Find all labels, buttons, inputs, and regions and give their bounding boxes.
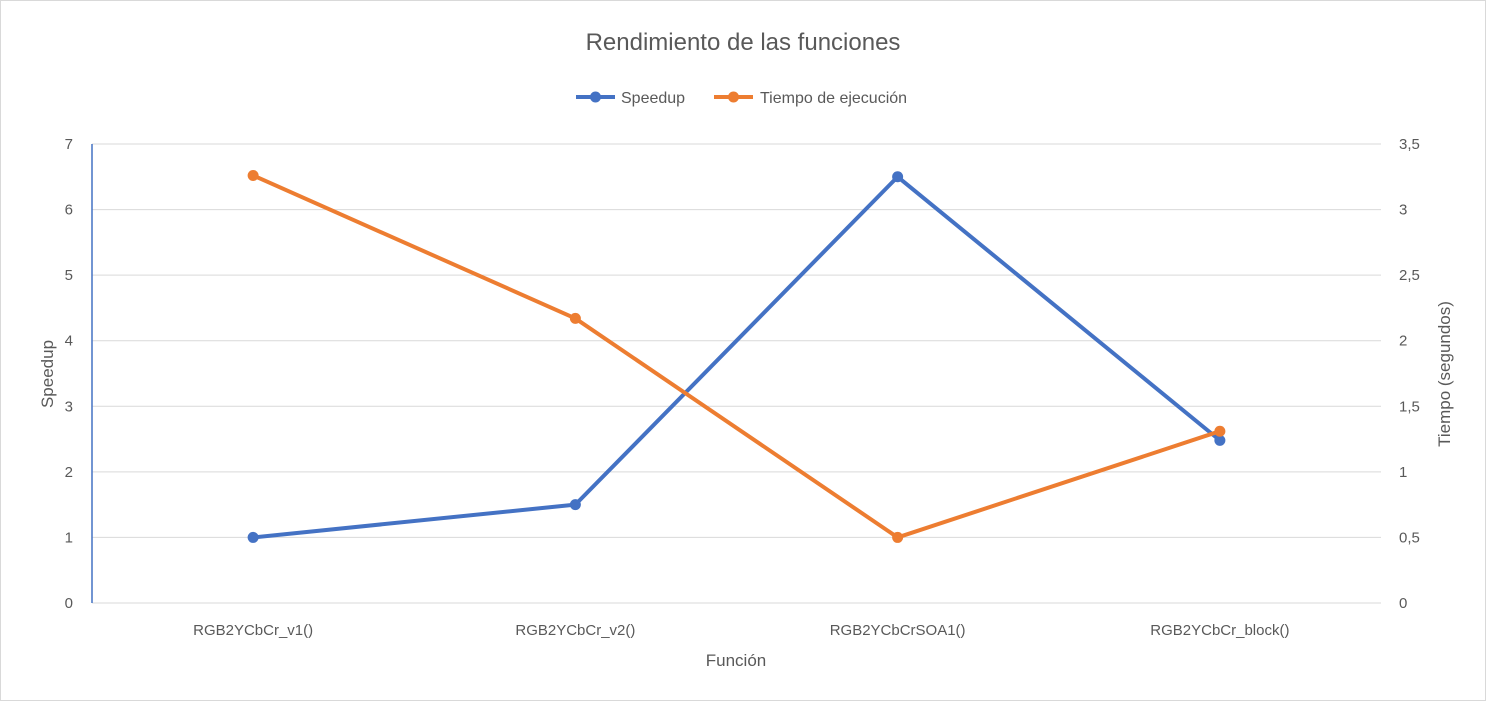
y-axis-title: Speedup	[38, 340, 57, 408]
y-tick-label: 5	[65, 267, 73, 284]
y2-tick-label: 3,5	[1399, 136, 1420, 153]
y2-tick-label: 2,5	[1399, 267, 1420, 284]
legend-label-speedup: Speedup	[621, 90, 685, 107]
y-tick-label: 0	[65, 595, 73, 612]
legend: Speedup Tiempo de ejecución	[576, 90, 907, 107]
series-speedup	[247, 171, 1226, 543]
legend-marker-tiempo	[728, 91, 739, 103]
y-tick-label: 4	[65, 333, 73, 350]
legend-item-speedup[interactable]: Speedup	[576, 90, 685, 107]
data-point-speedup[interactable]	[569, 499, 581, 511]
axes	[91, 144, 1381, 604]
y-tick-label: 2	[65, 464, 73, 481]
x-tick-label: RGB2YCbCrSOA1()	[830, 622, 966, 639]
y-tick-label: 7	[65, 136, 73, 153]
y2-tick-label: 0	[1399, 595, 1407, 612]
y2-tick-label: 1,5	[1399, 398, 1420, 415]
y2-tick-label: 1	[1399, 464, 1407, 481]
data-point-tiempo[interactable]	[1214, 425, 1226, 437]
y2-axis-title: Tiempo (segundos)	[1435, 301, 1454, 447]
x-tick-label: RGB2YCbCr_v1()	[193, 622, 313, 639]
legend-label-tiempo: Tiempo de ejecución	[760, 90, 907, 107]
legend-item-tiempo[interactable]: Tiempo de ejecución	[714, 90, 907, 107]
y-tick-label: 3	[65, 398, 73, 415]
y2-tick-label: 0,5	[1399, 529, 1420, 546]
gridlines	[92, 143, 1381, 538]
y-tick-label: 6	[65, 202, 73, 219]
y2-tick-label: 2	[1399, 333, 1407, 350]
x-axis-title: Función	[706, 651, 766, 670]
y2-tick-label: 3	[1399, 202, 1407, 219]
y-tick-label: 1	[65, 529, 73, 546]
x-tick-label: RGB2YCbCr_block()	[1150, 622, 1289, 639]
series-layer	[247, 169, 1226, 543]
series-line-speedup	[251, 174, 1222, 540]
data-point-speedup[interactable]	[247, 531, 259, 543]
series-tiempo	[247, 169, 1226, 543]
chart-title: Rendimiento de las funciones	[586, 29, 901, 56]
data-point-speedup[interactable]	[892, 171, 904, 183]
data-point-tiempo[interactable]	[247, 169, 259, 181]
legend-marker-speedup	[590, 91, 601, 103]
series-line-tiempo	[251, 173, 1222, 540]
data-point-tiempo[interactable]	[892, 531, 904, 543]
tick-labels: 0 1 2 3 4 5 6 7 0 0,5 1 1,5 2 2,5 3 3,5 RGB2YCbCr_v1() RG…	[65, 136, 1420, 639]
data-point-speedup[interactable]	[1214, 434, 1226, 446]
x-tick-label: RGB2YCbCr_v2()	[515, 622, 635, 639]
data-point-tiempo[interactable]	[569, 312, 581, 324]
